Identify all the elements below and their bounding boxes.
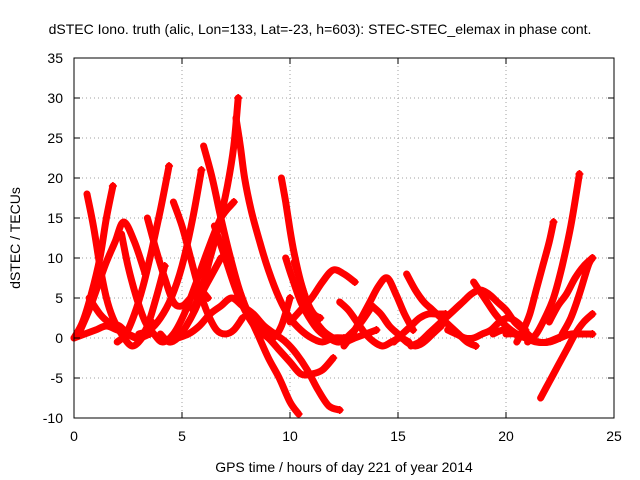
y-tick-label: -10 <box>43 410 63 426</box>
x-tick-label: 15 <box>390 428 406 444</box>
axis-ticks: 0 5 10 15 20 25 -10 -5 0 5 10 15 20 25 30 35 <box>43 50 622 444</box>
y-tick-label: 20 <box>47 170 63 186</box>
x-tick-label: 25 <box>606 428 622 444</box>
series-line <box>77 218 149 334</box>
series-end-marker <box>549 218 558 226</box>
series-line <box>558 254 596 338</box>
series-line <box>70 322 154 342</box>
series-line <box>524 170 583 346</box>
plot-frame <box>73 57 615 419</box>
series-end-marker <box>588 310 597 318</box>
x-axis-label: GPS time / hours of day 221 of year 2014 <box>215 459 473 475</box>
series-end-marker <box>441 310 450 318</box>
x-tick-label: 20 <box>498 428 514 444</box>
series-end-marker <box>234 94 243 102</box>
series-line <box>156 254 225 346</box>
y-tick-label: 10 <box>47 250 63 266</box>
chart-title: dSTEC Iono. truth (alic, Lon=133, Lat=-2… <box>49 21 592 37</box>
series-line <box>340 274 417 350</box>
series-line <box>286 266 359 326</box>
series-end-marker <box>229 198 238 206</box>
x-tick-label: 5 <box>178 428 186 444</box>
y-tick-label: 15 <box>47 210 63 226</box>
series-line <box>232 114 348 346</box>
series-end-marker <box>294 410 303 418</box>
y-tick-label: -5 <box>51 370 64 386</box>
series-line <box>221 254 303 418</box>
series-line <box>444 314 529 343</box>
y-axis-label: dSTEC / TECUs <box>7 187 23 289</box>
series-end-marker <box>372 326 381 334</box>
series-line <box>502 330 596 347</box>
series-end-marker <box>145 330 154 338</box>
y-tick-label: 0 <box>55 330 63 346</box>
x-tick-label: 0 <box>70 428 78 444</box>
series-end-marker <box>350 278 359 286</box>
series-end-marker <box>286 294 294 302</box>
series-end-marker <box>588 330 597 338</box>
x-tick-label: 10 <box>282 428 298 444</box>
series-line <box>174 294 344 414</box>
series-end-marker <box>575 170 584 178</box>
series-line <box>545 254 596 326</box>
series-end-marker <box>197 166 206 174</box>
series-line <box>390 310 449 346</box>
series-end-marker <box>335 406 344 414</box>
series-end-marker <box>471 342 480 350</box>
y-tick-label: 30 <box>47 90 63 106</box>
y-tick-label: 25 <box>47 130 63 146</box>
series-line <box>537 310 596 402</box>
series-end-marker <box>108 182 117 190</box>
y-tick-label: 5 <box>55 290 63 306</box>
series-line <box>189 94 242 314</box>
series-end-marker <box>588 254 597 262</box>
series-end-marker <box>329 354 338 362</box>
series-line <box>513 218 557 346</box>
y-tick-label: 35 <box>47 50 63 66</box>
series-end-marker <box>165 162 174 170</box>
data-series <box>70 94 597 418</box>
